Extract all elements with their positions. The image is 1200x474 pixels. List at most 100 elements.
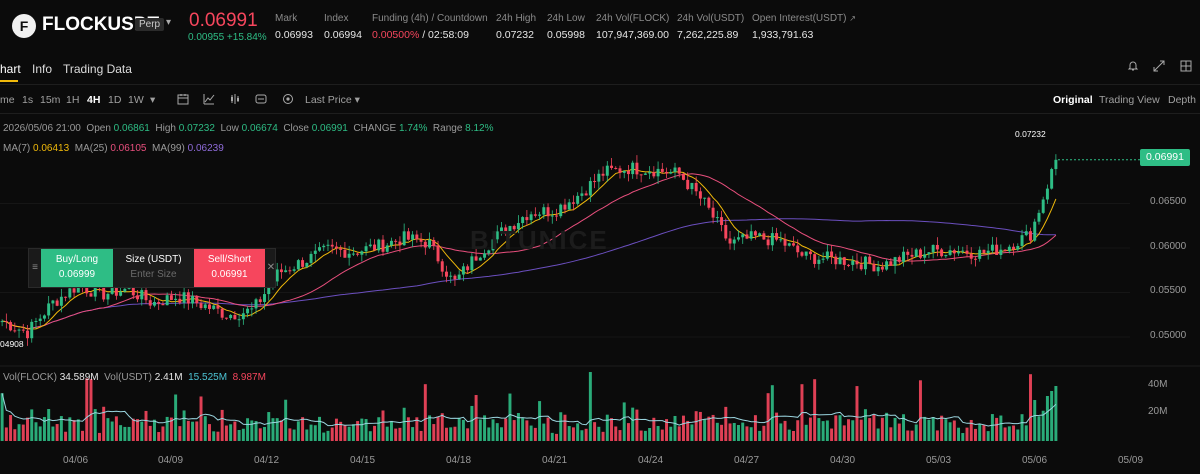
volume-bar [982, 424, 986, 441]
stat-label-open-interest[interactable]: Open Interest(USDT) ↗ [752, 13, 856, 24]
tab-trading-data[interactable]: Trading Data [63, 62, 132, 76]
interval-1d[interactable]: 1D [108, 94, 122, 106]
volume-bar [250, 420, 254, 441]
price-type-select[interactable]: Last Price ▾ [305, 94, 360, 106]
ma25-label: MA(25) [74, 143, 108, 154]
candle-body [927, 252, 931, 255]
volume-bar [322, 432, 326, 441]
volume-legend: Vol(FLOCK) 34.589M Vol(USDT) 2.41M 15.52… [3, 372, 266, 383]
volume-bar [783, 420, 787, 441]
volume-bar [267, 412, 271, 441]
view-original[interactable]: Original [1053, 94, 1093, 106]
volume-bar [504, 418, 508, 441]
candle-body [686, 179, 690, 190]
active-tab-indicator [0, 80, 18, 82]
volume-bar [423, 384, 427, 441]
stat-value-24h-high: 0.07232 [496, 29, 534, 41]
view-depth[interactable]: Depth [1168, 94, 1197, 106]
candle-body [368, 244, 372, 247]
close-icon[interactable]: ✕ [266, 262, 276, 273]
volume-bar [313, 425, 317, 441]
volume-bar [377, 417, 381, 441]
tab-chart[interactable]: hart [0, 62, 21, 76]
candle-body [957, 251, 961, 254]
candle-body [897, 257, 901, 262]
drag-handle-icon[interactable]: ≡ [32, 262, 38, 273]
date-tick: 04/09 [158, 455, 184, 466]
chart-type-icon[interactable] [229, 93, 241, 108]
candle-body [952, 250, 956, 254]
candle-body [373, 244, 377, 251]
candle-body [284, 270, 288, 273]
volume-bar [0, 393, 4, 441]
volume-bar [500, 427, 503, 441]
candle-body [885, 261, 889, 270]
volume-bar [127, 426, 131, 441]
candle-body [461, 266, 465, 275]
candle-body [830, 251, 834, 257]
bell-icon[interactable] [1127, 60, 1139, 75]
expand-icon[interactable] [1153, 60, 1165, 75]
range-value: 8.12% [465, 123, 494, 134]
template-icon[interactable] [255, 93, 267, 108]
sell-short-button[interactable]: Sell/Short 0.06991 [194, 249, 265, 287]
candle-body [360, 251, 364, 255]
volume-bar [694, 411, 698, 441]
volume-bar [753, 415, 757, 441]
candle-body [212, 305, 216, 309]
volume-bar [76, 419, 80, 441]
interval-1s[interactable]: 1s [22, 94, 34, 106]
candle-body [614, 167, 618, 169]
buy-price: 0.06999 [58, 269, 96, 280]
volume-bar [521, 418, 525, 441]
candle-body [182, 292, 186, 303]
volume-bar [986, 431, 990, 441]
view-trading-view[interactable]: Trading View [1099, 94, 1160, 106]
external-link-icon: ↗ [849, 14, 856, 23]
candle-body [301, 260, 305, 267]
volume-bar [876, 428, 880, 441]
interval-1w[interactable]: 1W [128, 94, 144, 106]
candle-body [588, 181, 592, 196]
candle-body [339, 248, 343, 250]
symbol-title[interactable]: FLOCKUSDT [42, 14, 160, 35]
date-tick: 04/18 [446, 455, 472, 466]
stat-label-funding[interactable]: Funding (4h) / Countdown [372, 13, 488, 24]
tab-info[interactable]: Info [32, 62, 53, 76]
vol-ma-value-b: 8.987M [232, 372, 266, 383]
symbol-dropdown-icon[interactable]: ▾ [166, 17, 172, 28]
volume-bar [1037, 416, 1041, 441]
interval-15m[interactable]: 15m [40, 94, 61, 106]
volume-bar [601, 431, 605, 441]
candle-body [309, 253, 313, 263]
candle-body [195, 295, 199, 304]
candle-body [0, 321, 4, 323]
volume-bar [326, 430, 330, 441]
candle-body [673, 167, 677, 173]
interval-time[interactable]: me [0, 94, 15, 106]
volume-bar [470, 405, 474, 441]
volume-bar [368, 431, 372, 441]
indicator-icon[interactable] [203, 93, 215, 108]
candle-body [191, 295, 195, 304]
candle-body [889, 261, 893, 266]
volume-bar [880, 417, 884, 441]
grid-layout-icon[interactable] [1180, 60, 1192, 75]
date-tick: 04/12 [254, 455, 280, 466]
candle-body [444, 271, 448, 277]
size-input[interactable]: Size (USDT) Enter Size [113, 249, 194, 287]
volume-bar [26, 417, 29, 441]
interval-1h[interactable]: 1H [66, 94, 80, 106]
interval-dropdown-icon[interactable]: ▾ [150, 94, 156, 106]
volume-bar [563, 414, 567, 441]
stat-value-index: 0.06994 [324, 29, 362, 41]
interval-4h[interactable]: 4H [87, 94, 101, 106]
buy-long-button[interactable]: Buy/Long 0.06999 [41, 249, 113, 287]
calendar-icon[interactable] [177, 93, 189, 108]
candle-body [72, 288, 76, 293]
range-label: Range [432, 123, 463, 134]
volume-bar [114, 416, 118, 441]
settings-icon[interactable] [282, 93, 294, 108]
volume-bar [847, 419, 850, 441]
price-chart[interactable] [0, 114, 1200, 474]
